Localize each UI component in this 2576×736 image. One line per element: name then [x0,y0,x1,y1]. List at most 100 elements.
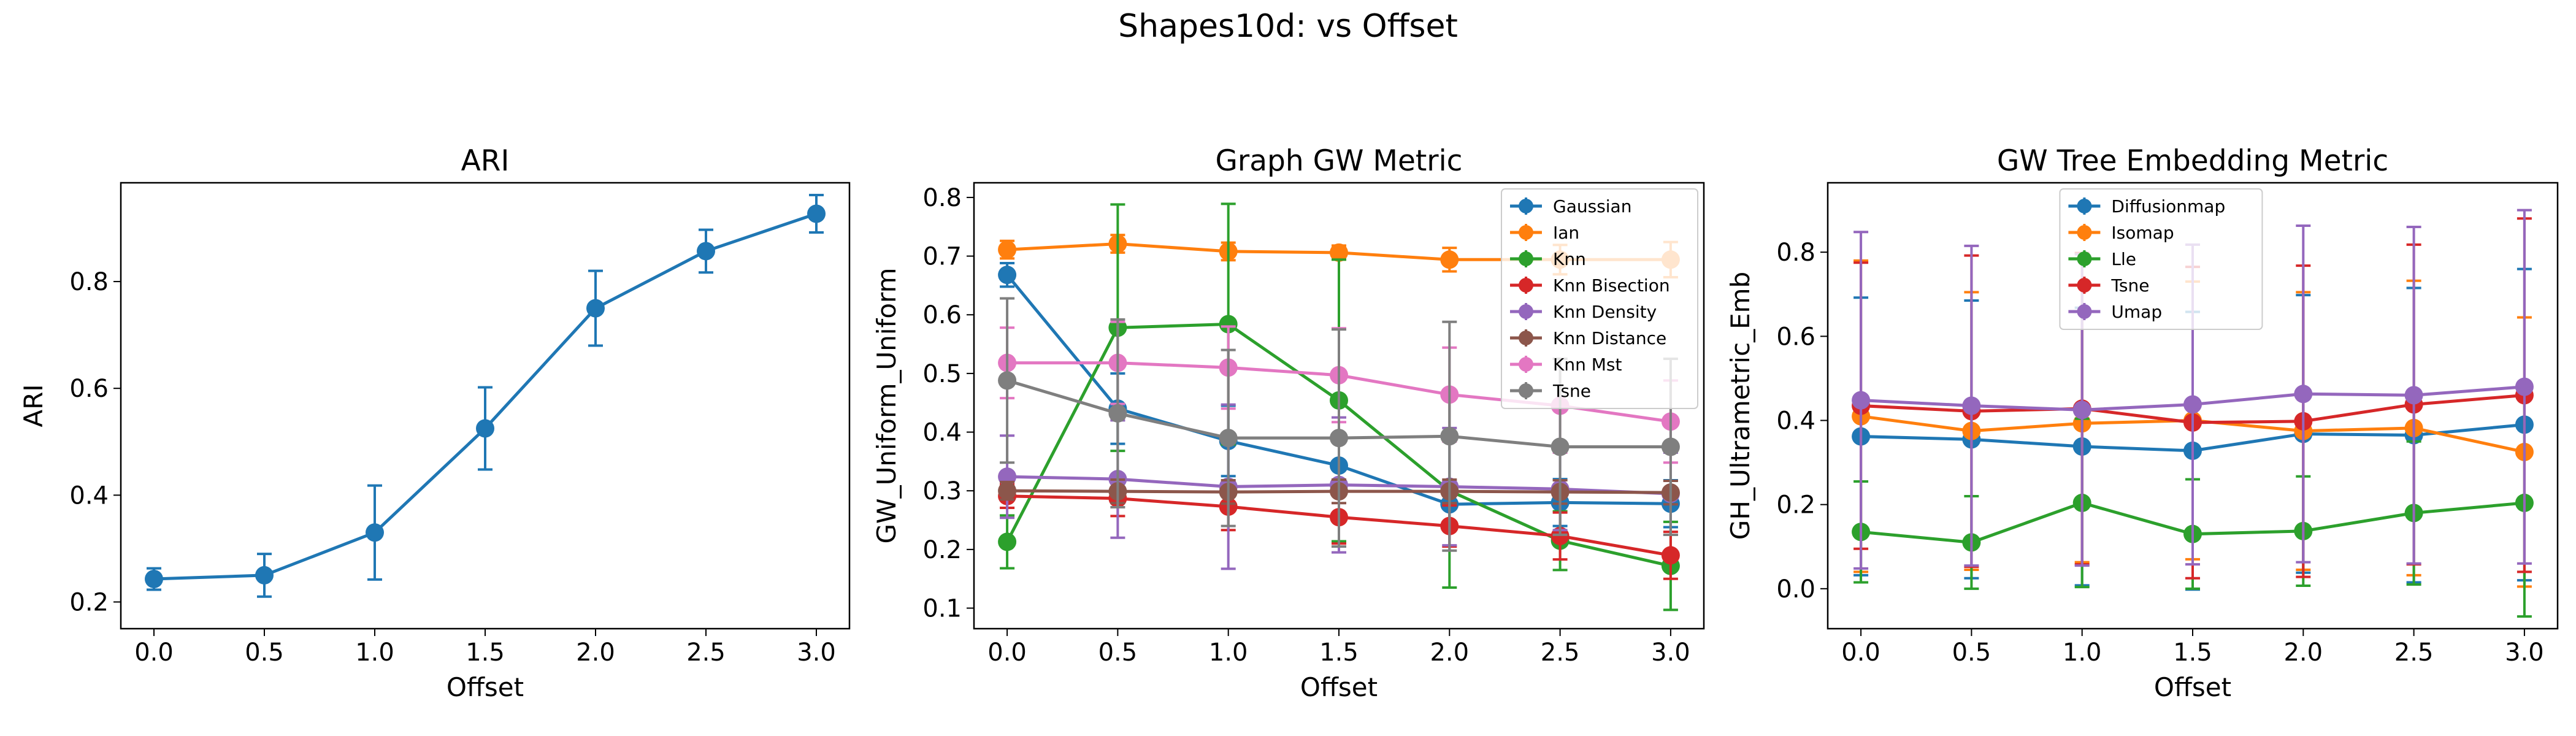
x-tick-label: 3.0 [797,638,836,667]
y-tick-label: 0.4 [69,481,109,510]
data-point [807,204,826,223]
legend-label: Ian [1553,223,1579,243]
x-tick-label: 1.5 [466,638,505,667]
x-tick-label: 1.5 [1319,638,1359,667]
data-point [998,532,1017,551]
legend-label: Lle [2111,249,2136,269]
axes-frame [1827,182,2559,630]
y-tick-label: 0.3 [922,477,962,505]
legend-marker [2077,278,2092,293]
legend-label: Tsne [1552,381,1591,401]
data-point [697,242,715,261]
legend-label: Knn [1553,249,1586,269]
x-axis-label: Offset [1300,672,1378,702]
data-point [366,523,384,542]
x-tick-label: 2.5 [2394,638,2434,667]
legend-label: Tsne [2110,275,2149,296]
legend-box [2059,188,2263,330]
legend-label: Diffusionmap [2111,196,2225,217]
data-point [998,481,1017,500]
x-tick-label: 1.0 [1209,638,1248,667]
x-tick-label: 0.0 [987,638,1027,667]
data-point [1962,396,1981,415]
legend-marker [1519,357,1533,372]
data-point [998,240,1017,259]
legend-marker [2077,251,2092,266]
data-point [2515,377,2534,396]
series-tsne [998,297,1680,552]
legend-entry: Knn Mst [1510,355,1622,375]
legend-marker [1519,278,1533,293]
legend-marker [2077,199,2092,213]
legend-entry: Tsne [2068,275,2149,296]
legend-label: Knn Bisection [1553,275,1670,296]
data-point [998,371,1017,390]
x-tick-label: 0.5 [1098,638,1138,667]
y-tick-label: 0.4 [1776,407,1815,435]
data-point [145,570,163,589]
data-point [2072,401,2091,420]
legend-marker [2077,225,2092,240]
subplot-title: GW Tree Embedding Metric [1997,144,2388,178]
y-tick-label: 0.8 [1776,239,1815,267]
legend-label: Isomap [2111,223,2174,243]
x-tick-label: 1.5 [2173,638,2212,667]
legend-entry: Isomap [2068,223,2174,243]
subplots: ARI 0.0 0.5 1.0 1.5 2.0 2.5 3.0 0.2 0.4 0.6 0.8 Offs… [18,144,2559,702]
x-tick-label: 0.0 [134,638,174,667]
x-tick-label: 1.0 [2063,638,2102,667]
legend-entry: Ian [1510,223,1579,243]
legend-label: Knn Distance [1553,328,1666,348]
legend-entry: Gaussian [1510,196,1631,217]
data-point [586,299,605,318]
data-point [1852,391,1871,410]
legend-entry: Lle [2068,249,2136,269]
data-point [1219,429,1238,448]
y-tick-label: 0.6 [1776,323,1815,351]
figure-title: Shapes10d: vs Offset [1118,8,1458,45]
data-point [1661,437,1680,456]
legend-entry: Knn Distance [1510,328,1666,348]
y-tick-label: 0.2 [922,536,962,564]
y-tick-label: 0.1 [922,595,962,623]
legend-label: Gaussian [1553,196,1631,217]
data-point [2294,385,2313,404]
legend-marker [1519,199,1533,213]
data-point [2404,386,2423,405]
x-axis-label: Offset [447,672,524,702]
legend-label: Knn Mst [1553,355,1622,375]
series-main [145,194,826,598]
y-tick-label: 0.6 [69,375,109,403]
legend-marker [1519,251,1533,266]
subplot-2: Graph GW Metric 0.0 0.5 1.0 1.5 2.0 2.5 3.0 0.1 0… [872,144,1705,702]
subplot-1: ARI 0.0 0.5 1.0 1.5 2.0 2.5 3.0 0.2 0.4 0.6 0.8 Offs… [18,144,851,702]
y-tick-label: 0.0 [1776,575,1815,604]
legend-marker [1519,331,1533,345]
x-tick-label: 2.0 [1430,638,1469,667]
y-tick-label: 0.8 [922,184,962,212]
subplot-3: GW Tree Embedding Metric 0.0 0.5 1.0 1.5 2.0 2… [1725,144,2559,702]
legend-entry: Tsne [1510,381,1591,401]
x-tick-label: 2.0 [2283,638,2323,667]
data-point [2183,395,2202,414]
legend-entry: Diffusionmap [2068,196,2225,217]
data-point [998,266,1017,285]
data-point [255,565,274,585]
legend: Gaussian Ian Knn Knn Bisection Knn Density Kn… [1501,188,1698,409]
x-axis-label: Offset [2154,672,2231,702]
y-tick-label: 0.6 [922,301,962,329]
x-tick-label: 0.0 [1841,638,1880,667]
data-point [1330,243,1348,262]
legend-label: Knn Density [1553,302,1657,322]
y-tick-label: 0.2 [1776,491,1815,519]
data-point [1219,315,1238,334]
data-point [1108,404,1127,423]
y-axis-label: GW_Uniform_Uniform [872,268,902,544]
x-tick-label: 2.5 [1541,638,1580,667]
x-tick-label: 0.5 [1952,638,1991,667]
legend-marker [1519,383,1533,398]
legend-label: Umap [2111,302,2162,322]
subplot-title: Graph GW Metric [1215,144,1462,178]
data-point [1661,546,1680,565]
